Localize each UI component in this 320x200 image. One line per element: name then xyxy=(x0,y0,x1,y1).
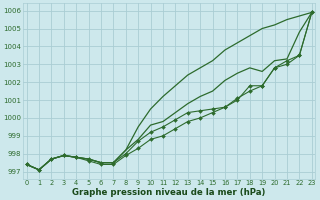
X-axis label: Graphe pression niveau de la mer (hPa): Graphe pression niveau de la mer (hPa) xyxy=(73,188,266,197)
